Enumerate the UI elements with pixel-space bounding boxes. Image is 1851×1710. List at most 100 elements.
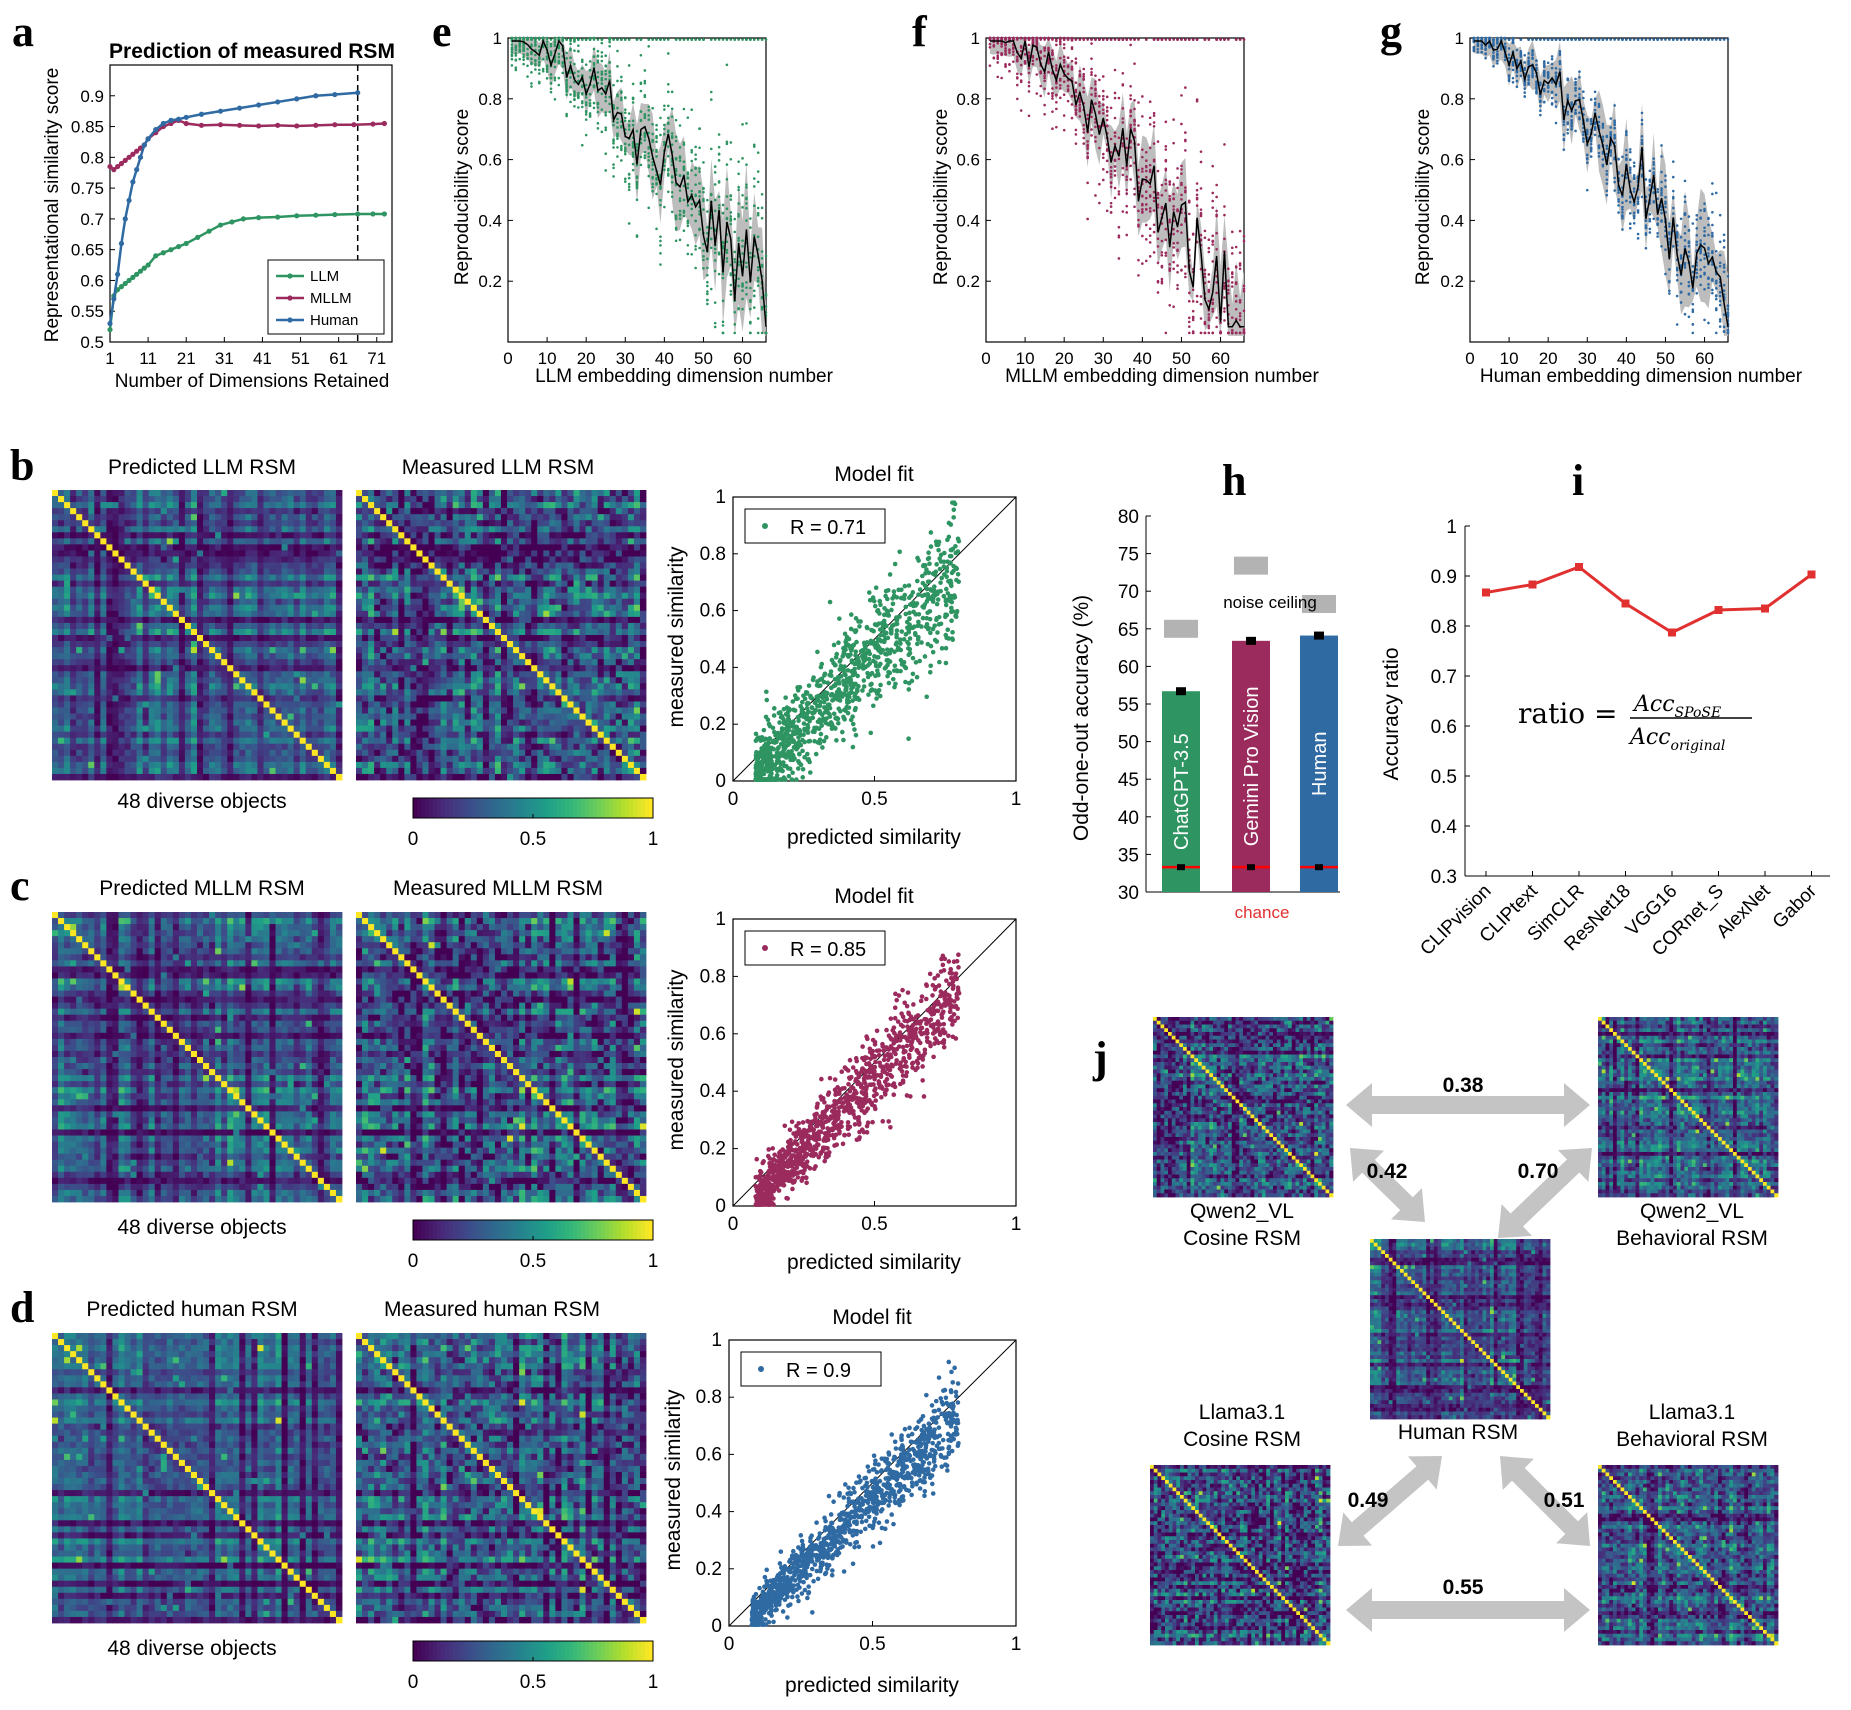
score-point <box>608 74 611 78</box>
score-point <box>1671 245 1675 248</box>
score-point <box>702 249 705 252</box>
series-point-mllm <box>313 122 319 128</box>
score-point <box>1172 197 1175 201</box>
rsm-cell <box>184 604 192 612</box>
score-point <box>1086 152 1089 155</box>
rsm-cell <box>100 550 107 557</box>
rsm-cell <box>76 508 83 515</box>
rsm-cell <box>257 520 264 527</box>
score-point <box>1621 205 1624 209</box>
score-point <box>682 184 686 188</box>
rsm-cell <box>233 592 240 600</box>
rsm-cell <box>142 526 150 533</box>
rsm-cell <box>154 604 162 612</box>
score-point <box>1671 175 1675 179</box>
rsm-cell <box>257 598 264 606</box>
score-point <box>1683 312 1687 316</box>
score-point <box>510 53 514 56</box>
score-point <box>1094 102 1097 106</box>
score-point <box>569 48 572 52</box>
rsm-cell <box>82 544 89 551</box>
rsm-cell <box>160 490 168 497</box>
score-point <box>1527 52 1530 55</box>
series-point-mllm <box>198 122 205 128</box>
score-point <box>663 141 666 144</box>
score-point <box>623 108 627 111</box>
rsm-cell <box>215 490 222 497</box>
score-point <box>760 250 764 253</box>
score-point <box>1172 305 1175 309</box>
score-point <box>584 109 588 113</box>
score-point <box>745 286 748 289</box>
score-point <box>1609 126 1613 129</box>
rsm-cell <box>130 598 137 606</box>
rsm-cell <box>100 496 107 503</box>
rsm-cell <box>233 538 240 545</box>
score-point <box>1699 239 1702 242</box>
panel-f-xlabel: MLLM embedding dimension number <box>1005 366 1319 387</box>
score-point <box>1718 299 1722 303</box>
panel-label-d: d <box>10 1283 34 1332</box>
score-point <box>745 122 748 125</box>
score-point <box>721 299 725 303</box>
score-point <box>1160 205 1164 209</box>
rsm-cell <box>335 514 343 521</box>
rsm-cell <box>118 580 125 588</box>
series-point-llm <box>229 219 235 225</box>
score-point <box>643 116 647 120</box>
score-point <box>522 53 525 56</box>
score-point <box>1722 233 1726 237</box>
rsm-cell <box>251 496 258 503</box>
rsm-cell <box>269 635 276 642</box>
score-point <box>1000 45 1003 48</box>
rsm-cell <box>221 538 228 545</box>
score-point <box>627 185 631 189</box>
rsm-cell <box>52 496 59 503</box>
score-point <box>1082 136 1086 140</box>
rsm-cell <box>221 592 228 600</box>
rsm-cell <box>118 598 125 606</box>
rsm-cell <box>172 550 180 557</box>
rsm-cell <box>142 586 150 594</box>
score-point <box>1125 211 1129 214</box>
rsm-cell <box>172 574 180 582</box>
score-point <box>686 204 690 207</box>
score-point <box>1070 38 1074 41</box>
score-point <box>729 283 733 287</box>
rsm-cell <box>88 616 95 624</box>
score-point <box>1671 189 1675 193</box>
rsm-cell <box>148 508 156 515</box>
rsm-cell <box>178 544 186 551</box>
score-point <box>635 198 639 202</box>
rsm-cell <box>335 496 343 503</box>
rsm-cell <box>100 604 107 612</box>
y-tick-label: 0.75 <box>71 179 104 198</box>
score-point <box>706 273 709 277</box>
score-point <box>1535 38 1538 41</box>
score-point <box>1004 46 1007 50</box>
score-point <box>1230 285 1234 288</box>
rsm-cell <box>124 556 131 563</box>
score-point <box>1141 170 1144 173</box>
score-point <box>530 44 533 48</box>
score-point <box>1141 195 1144 198</box>
rsm-cell <box>190 580 198 588</box>
score-point <box>729 38 733 41</box>
rsm-cell <box>70 574 77 582</box>
rsm-cell <box>299 514 307 521</box>
rsm-cell <box>172 520 180 527</box>
rsm-cell <box>293 532 301 539</box>
score-point <box>1535 63 1538 67</box>
score-point <box>1117 96 1121 100</box>
score-point <box>1019 79 1023 82</box>
rsm-cell <box>269 532 276 539</box>
score-point <box>1472 36 1476 40</box>
rsm-cell <box>323 490 331 497</box>
score-point <box>1511 80 1515 84</box>
rsm-cell <box>178 628 186 636</box>
score-point <box>1554 100 1558 103</box>
rsm-cell <box>100 580 107 588</box>
score-point <box>1191 300 1195 303</box>
rsm-cell <box>305 526 313 533</box>
score-point <box>1137 143 1140 146</box>
